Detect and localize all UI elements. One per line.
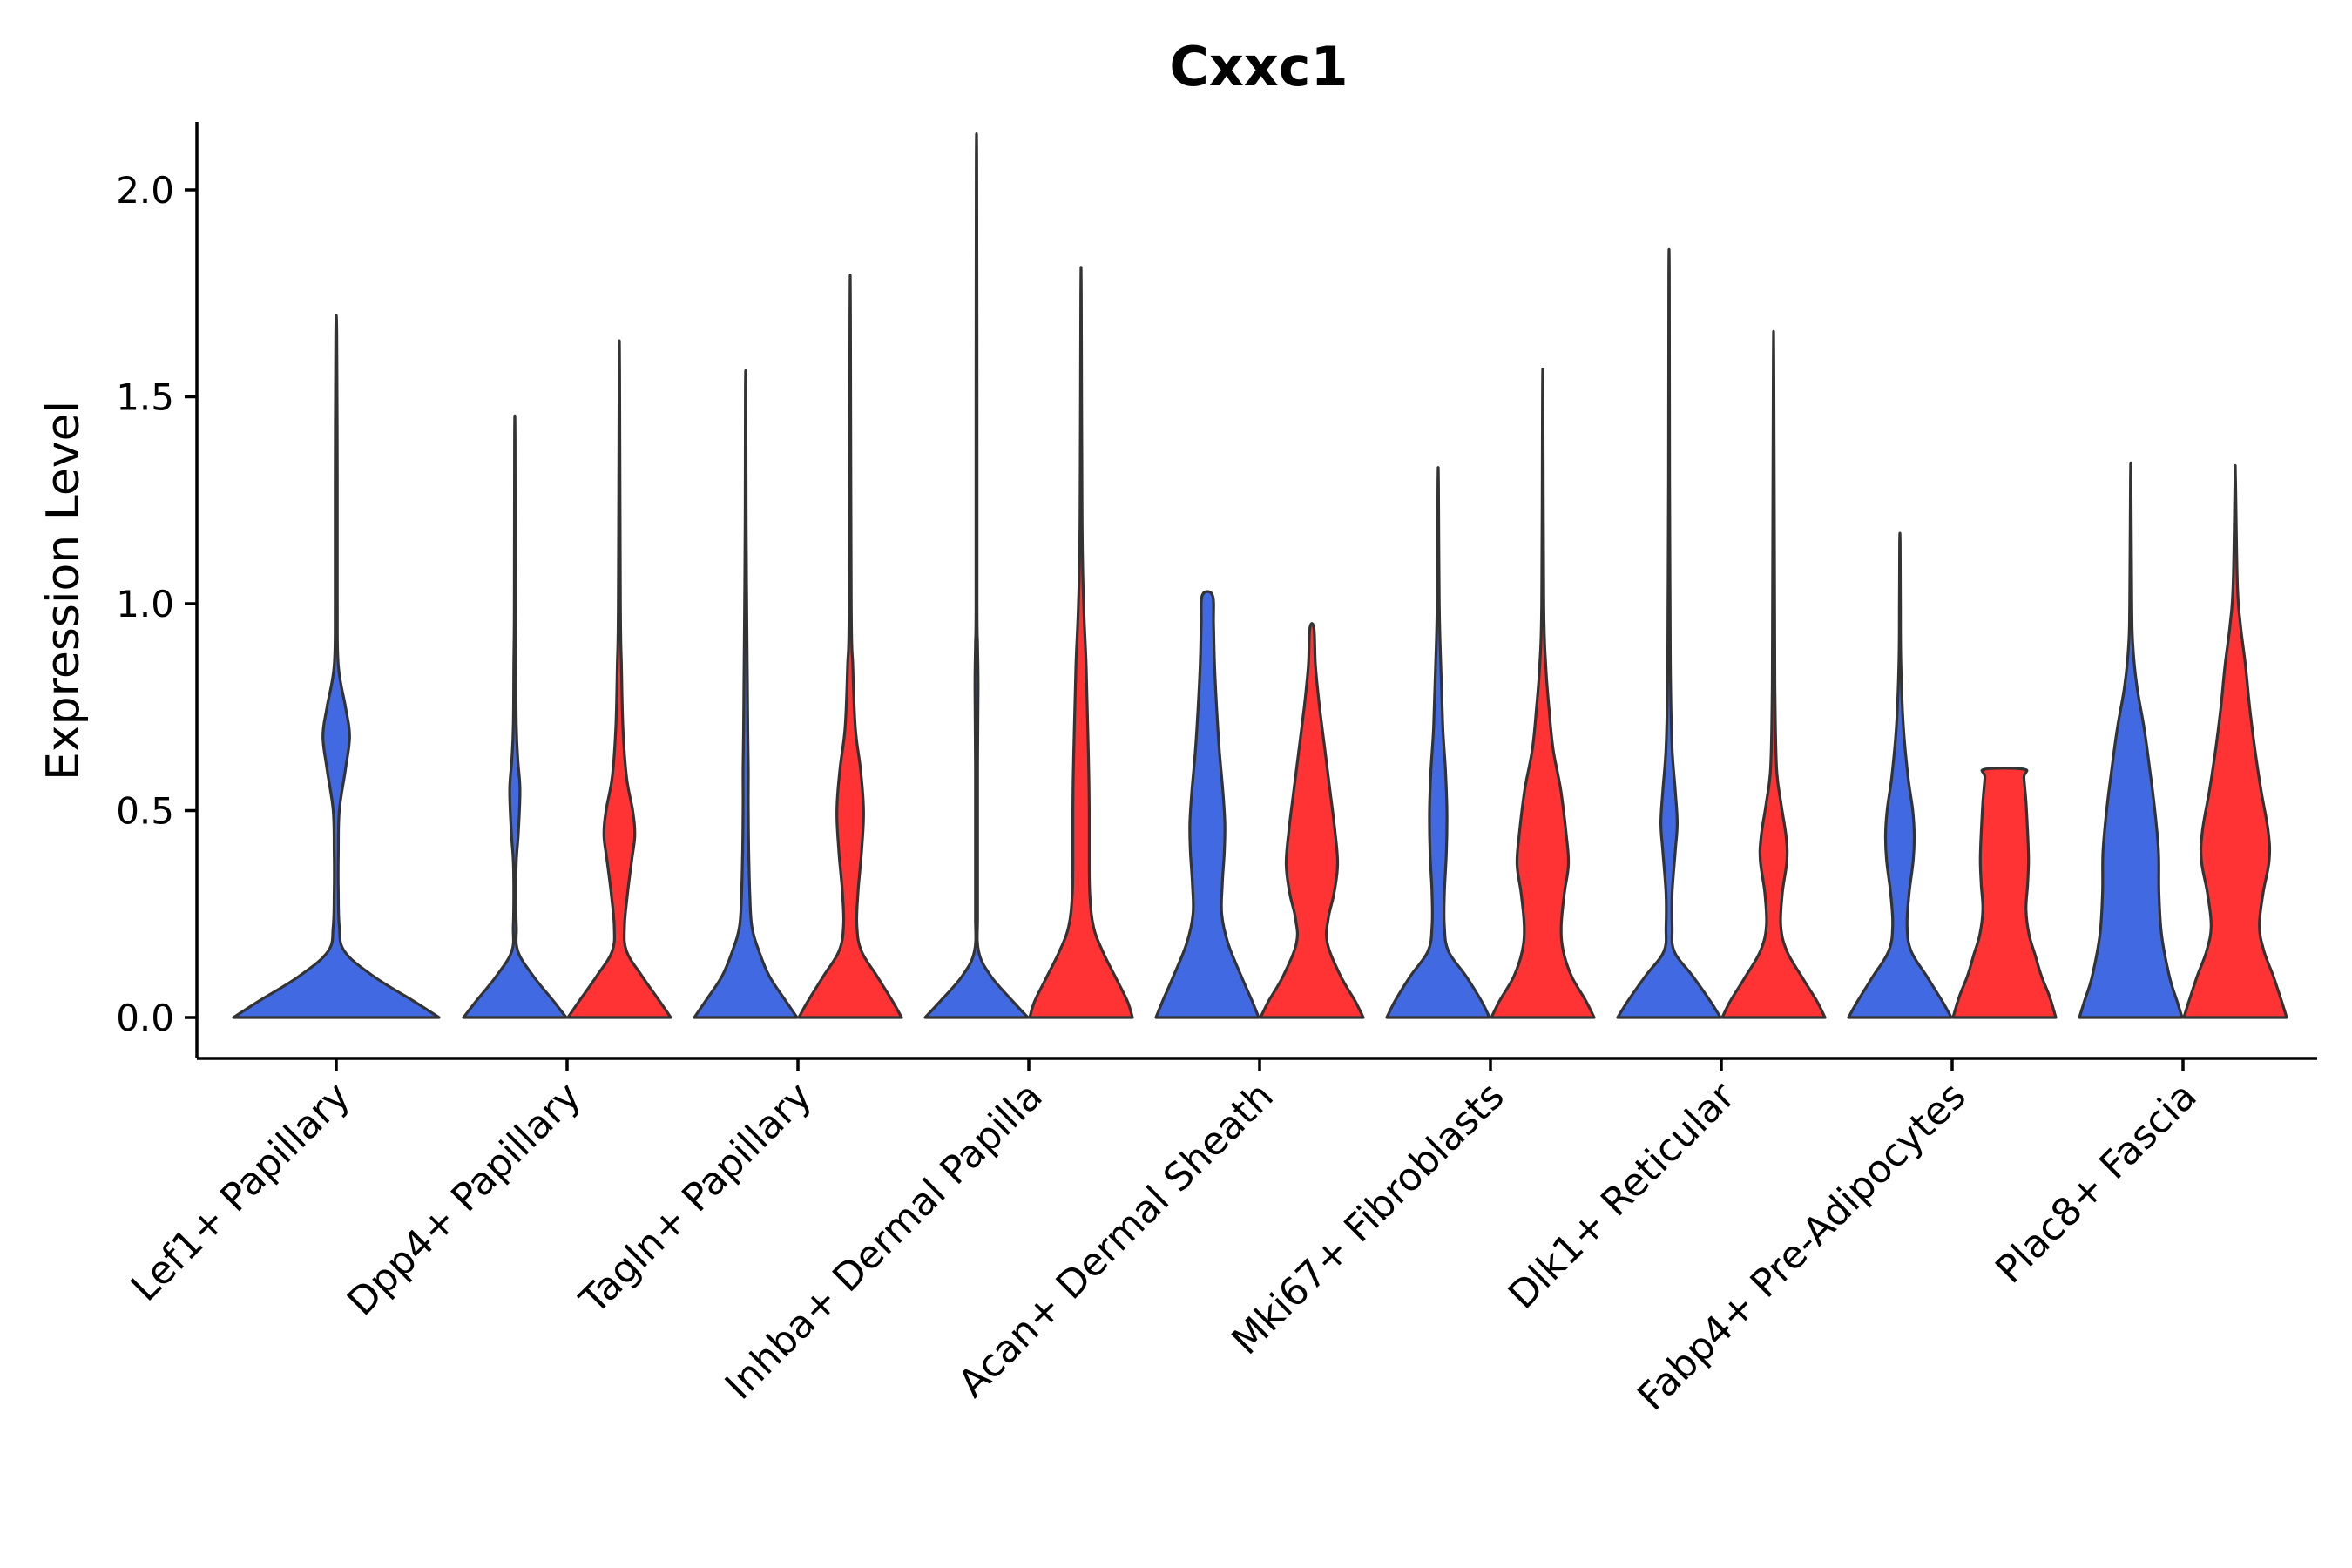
y-tick-label-0: 0.0 [116,997,174,1039]
violin-group-1-1 [462,415,568,1019]
violin-group-2-8 [2182,463,2288,1019]
violin-group-1-8 [2078,461,2184,1019]
violin-group-1-4 [1154,590,1260,1019]
violin-group-2-7 [1951,767,2058,1019]
violin-group-1-3 [923,132,1030,1019]
y-tick-label-2: 1.0 [116,583,174,625]
x-tick-label-1: Dpp4+ Papillary [339,1074,590,1325]
violin-group-1-7 [1847,531,1953,1019]
violin-group-2-6 [1720,329,1827,1019]
chart-title: Cxxc1 [1169,35,1348,98]
violin-group-2-4 [1259,622,1365,1019]
violin-group-2-1 [566,339,672,1019]
violin-group-1-5 [1385,466,1491,1019]
violin-group-1-6 [1616,247,1722,1019]
x-tick-label-8: Plac8+ Fascia [1987,1074,2206,1293]
y-tick-label-1: 0.5 [116,790,174,833]
violin-group-2-5 [1490,367,1596,1019]
x-tick-label-2: Tagln+ Papillary [571,1074,821,1323]
violin-group-2-2 [797,274,903,1019]
y-axis-label: Expression Level [37,401,90,781]
violin-group-1-0 [232,314,441,1019]
x-tick-label-0: Lef1+ Papillary [123,1074,359,1310]
y-tick-label-3: 1.5 [116,376,174,419]
violin-group-2-3 [1028,266,1134,1019]
x-tick-label-6: Dlk1+ Reticular [1500,1073,1745,1318]
violin-group-1-2 [693,368,799,1019]
violins-layer [232,132,2288,1019]
y-tick-label-4: 2.0 [116,169,174,212]
